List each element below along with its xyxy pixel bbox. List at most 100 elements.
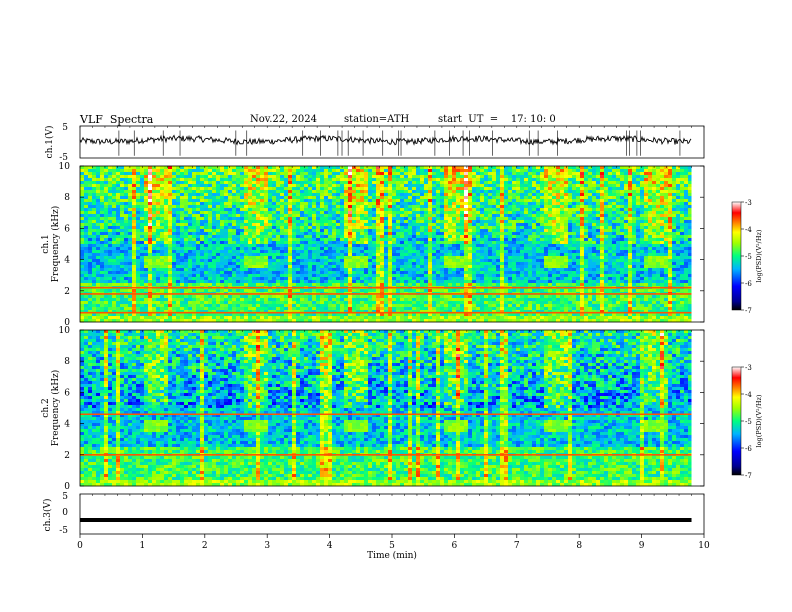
spectrogram-cell (460, 214, 465, 218)
spectrogram-cell (200, 196, 205, 200)
spectrogram-cell (444, 319, 449, 323)
spectrogram-cell (408, 313, 413, 317)
spectrogram-cell (128, 247, 133, 251)
spectrogram-cell (412, 190, 417, 194)
spectrogram-cell (236, 190, 241, 194)
spectrogram-cell (232, 178, 237, 182)
spectrogram-cell (104, 259, 109, 263)
spectrogram-cell (348, 250, 353, 254)
spectrogram-cell (176, 274, 181, 278)
spectrogram-cell (84, 241, 89, 245)
spectrogram-cell (80, 205, 85, 209)
spectrogram-cell (360, 253, 365, 257)
spectrogram-cell (264, 247, 269, 251)
spectrogram-cell (184, 277, 189, 281)
spectrogram-cell (344, 268, 349, 272)
spectrogram-cell (140, 202, 145, 206)
spectrogram-cell (280, 226, 285, 230)
spectrogram-cell (392, 274, 397, 278)
spectrogram-cell (368, 274, 373, 278)
spectrogram-cell (96, 250, 101, 254)
spectrogram-cell (392, 280, 397, 284)
spectrogram-cell (252, 214, 257, 218)
spectrogram-cell (248, 190, 253, 194)
spectrogram-cell (164, 232, 169, 236)
spectrogram-cell (112, 247, 117, 251)
spectrogram-cell (248, 289, 253, 293)
spectrogram-cell (208, 220, 213, 224)
spectrogram-cell (308, 289, 313, 293)
spectrogram-cell (192, 280, 197, 284)
spectrogram-cell (148, 241, 153, 245)
spectrogram-cell (144, 274, 149, 278)
spectrogram-cell (212, 202, 217, 206)
spectrogram-cell (444, 172, 449, 176)
spectrogram-cell (344, 265, 349, 269)
spectrogram-cell (248, 262, 253, 266)
spectrogram-cell (328, 241, 333, 245)
spectrogram-cell (184, 316, 189, 320)
spectrogram-cell (424, 220, 429, 224)
spectrogram-cell (360, 283, 365, 287)
spectrogram-cell (316, 259, 321, 263)
spectrogram-cell (136, 190, 141, 194)
spectrogram-cell (208, 298, 213, 302)
spectrogram-cell (172, 304, 177, 308)
spectrogram-cell (312, 256, 317, 260)
spectrogram-cell (352, 220, 357, 224)
spectrogram-cell (448, 247, 453, 251)
spectrogram-cell (184, 268, 189, 272)
spectrogram-cell (280, 253, 285, 257)
spectrogram-cell (116, 226, 121, 230)
spectrogram-cell (176, 178, 181, 182)
spectrogram-cell (240, 244, 245, 248)
spectrogram-cell (336, 235, 341, 239)
spectrogram-cell (264, 166, 269, 170)
spectrogram-cell (260, 268, 265, 272)
spectrogram-cell (304, 247, 309, 251)
spectrogram-cell (388, 190, 393, 194)
spectrogram-cell (404, 193, 409, 197)
spectrogram-cell (420, 262, 425, 266)
spectrogram-cell (268, 205, 273, 209)
spectrogram-cell (220, 259, 225, 263)
spectrogram-cell (152, 202, 157, 206)
spectrogram-cell (376, 202, 381, 206)
spectrogram-cell (196, 313, 201, 317)
spectrogram-cell (364, 247, 369, 251)
spectrogram-cell (156, 259, 161, 263)
spectrogram-cell (308, 298, 313, 302)
spectrogram-cell (332, 316, 337, 320)
spectrogram-cell (280, 208, 285, 212)
spectrogram-cell (384, 253, 389, 257)
spectrogram-cell (256, 178, 261, 182)
spectrogram-cell (392, 295, 397, 299)
spectrogram-cell (332, 205, 337, 209)
spectrogram-cell (332, 280, 337, 284)
spectrogram-cell (416, 310, 421, 314)
spectrogram-cell (164, 253, 169, 257)
spectrogram-cell (360, 289, 365, 293)
spectrogram-cell (288, 298, 293, 302)
spectrogram-cell (124, 181, 129, 185)
spectrogram-cell (268, 295, 273, 299)
spectrogram-cell (252, 280, 257, 284)
spectrogram-cell (152, 283, 157, 287)
spectrogram-cell (96, 232, 101, 236)
spectrogram-cell (144, 298, 149, 302)
spectrogram-cell (368, 304, 373, 308)
spectrogram-cell (204, 277, 209, 281)
spectrogram-cell (396, 214, 401, 218)
spectrogram-cell (140, 169, 145, 173)
spectrogram-cell (372, 262, 377, 266)
spectrogram-cell (288, 193, 293, 197)
spectrogram-cell (372, 226, 377, 230)
spectrogram-cell (320, 295, 325, 299)
spectrogram-cell (440, 283, 445, 287)
spectrogram-cell (348, 190, 353, 194)
spectrogram-cell (120, 217, 125, 221)
spectrogram-cell (280, 280, 285, 284)
spectrogram-cell (208, 316, 213, 320)
spectrogram-cell (180, 211, 185, 215)
spectrogram-cell (204, 256, 209, 260)
